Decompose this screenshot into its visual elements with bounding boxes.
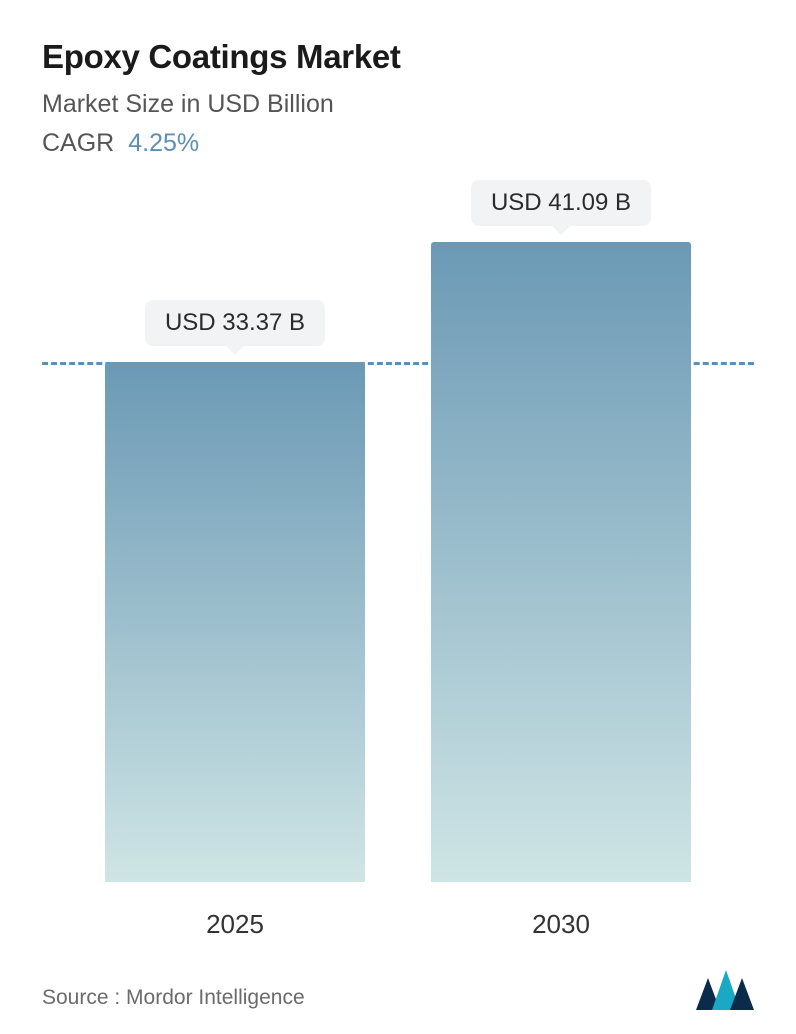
chart-area: USD 33.37 B USD 41.09 B 2025 2030 <box>42 218 754 940</box>
cagr-row: CAGR 4.25% <box>42 129 754 158</box>
source-text: Source : Mordor Intelligence <box>42 986 305 1010</box>
bar-col-0: USD 33.37 B <box>105 300 365 882</box>
chart-subtitle: Market Size in USD Billion <box>42 90 754 119</box>
bar-0 <box>105 362 365 882</box>
value-badge-1: USD 41.09 B <box>471 180 651 226</box>
chart-container: Epoxy Coatings Market Market Size in USD… <box>0 0 796 1034</box>
footer: Source : Mordor Intelligence <box>42 960 754 1010</box>
logo-icon <box>696 970 754 1010</box>
x-label-0: 2025 <box>105 909 365 940</box>
cagr-label: CAGR <box>42 129 114 158</box>
x-labels: 2025 2030 <box>42 909 754 940</box>
chart-title: Epoxy Coatings Market <box>42 38 754 76</box>
value-badge-0: USD 33.37 B <box>145 300 325 346</box>
bar-col-1: USD 41.09 B <box>431 180 691 882</box>
x-label-1: 2030 <box>431 909 691 940</box>
bar-1 <box>431 242 691 882</box>
cagr-value: 4.25% <box>128 129 199 158</box>
bars-wrap: USD 33.37 B USD 41.09 B <box>42 218 754 882</box>
